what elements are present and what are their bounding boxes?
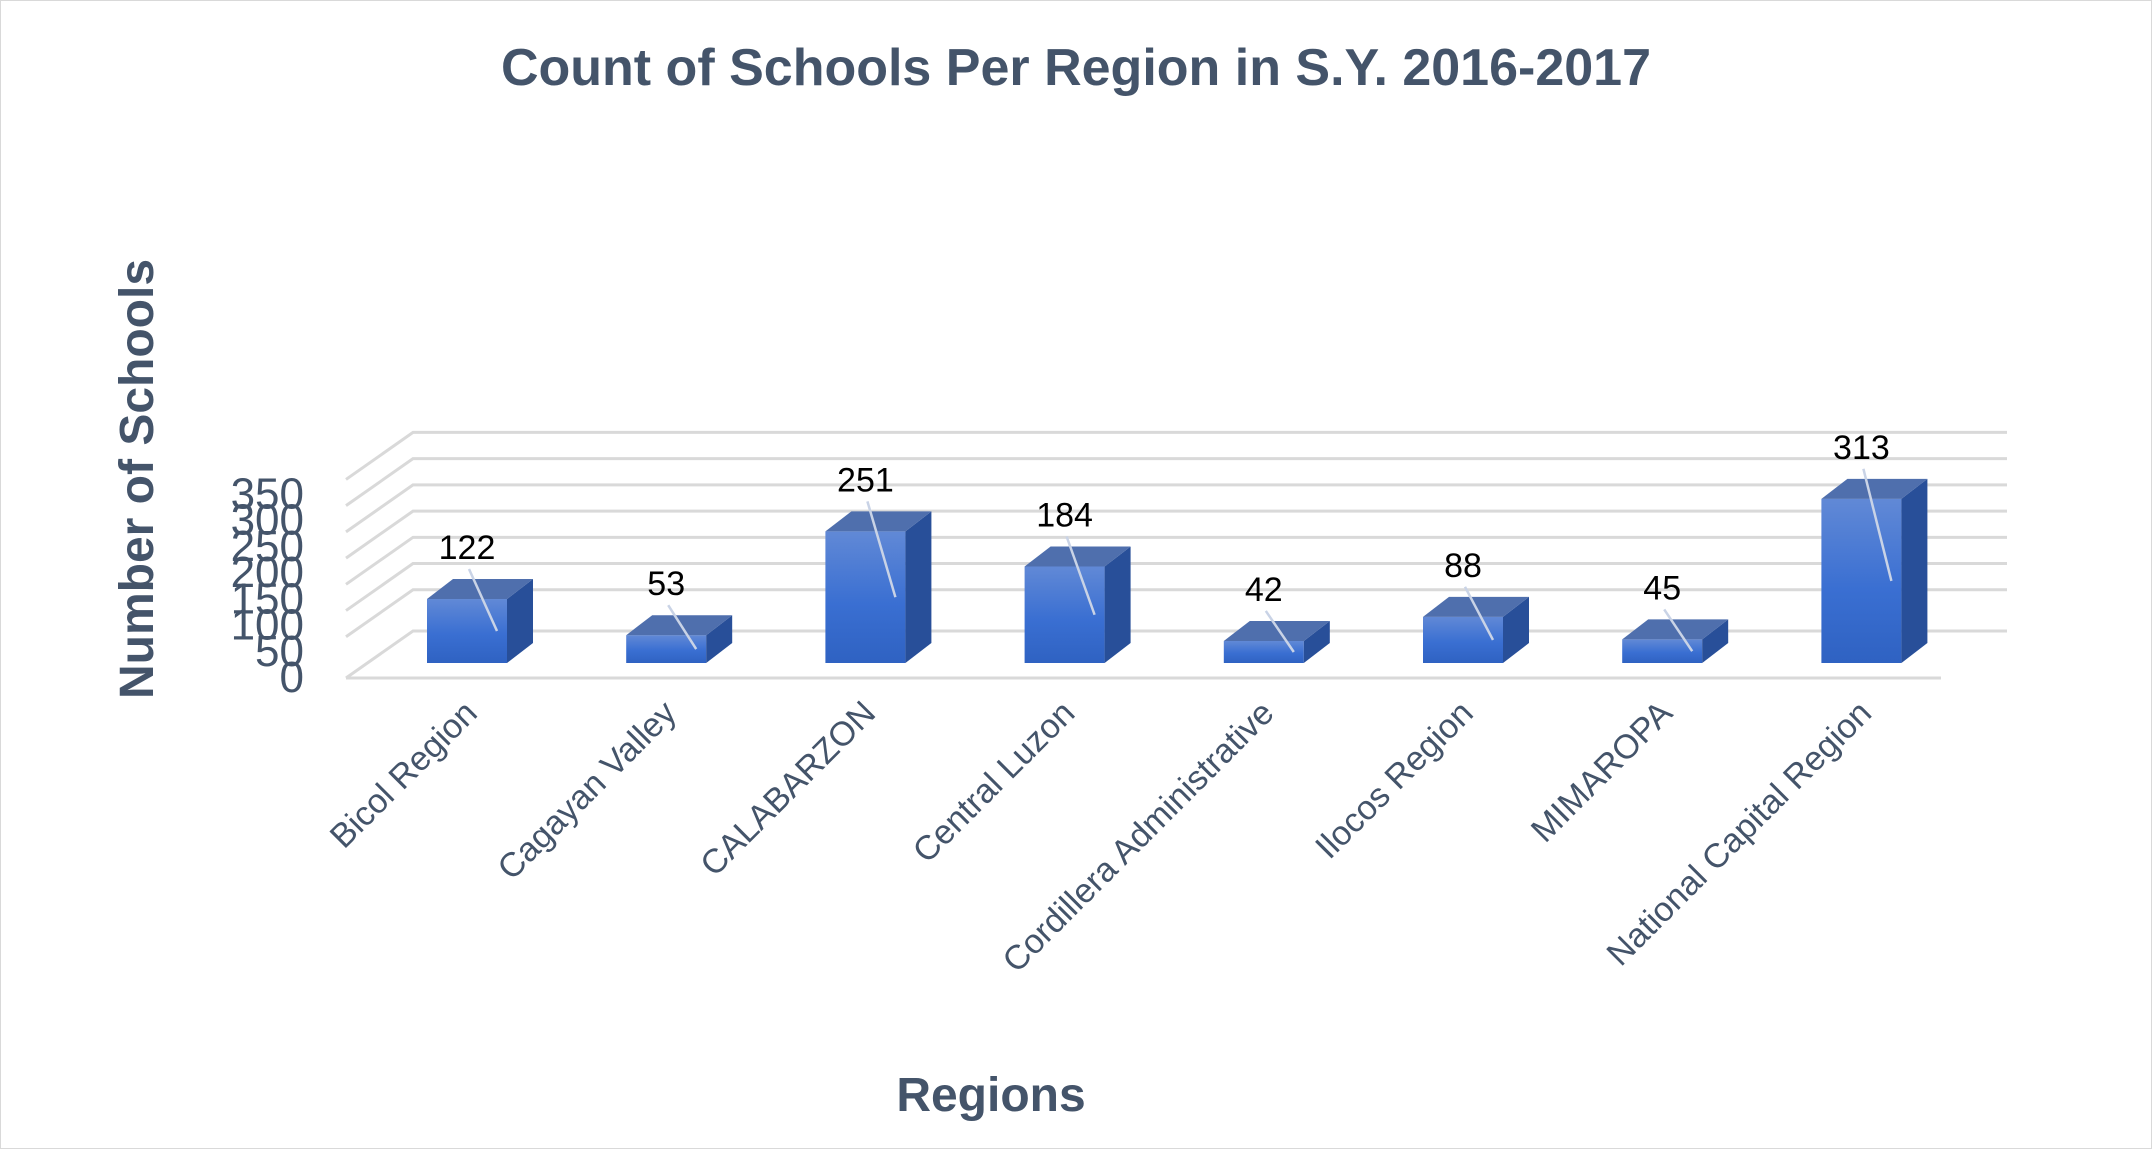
bar bbox=[1622, 619, 1729, 663]
gridline bbox=[345, 588, 2007, 639]
data-labels: 122 53 251 184 42 88 45 313 bbox=[439, 429, 1893, 653]
bar-side bbox=[1702, 619, 1729, 663]
x-tick-label: Cagayan Valley bbox=[490, 694, 683, 887]
data-label: 45 bbox=[1643, 569, 1681, 607]
bar bbox=[626, 615, 733, 663]
gridline bbox=[345, 629, 2007, 680]
bar-side bbox=[1901, 478, 1928, 663]
bar-top bbox=[1223, 620, 1330, 641]
x-tick-label: Ilocos Region bbox=[1308, 694, 1481, 867]
data-label: 53 bbox=[647, 565, 685, 603]
bar-front bbox=[626, 635, 707, 663]
data-label: 251 bbox=[837, 461, 894, 499]
bar bbox=[427, 579, 533, 663]
bar-side bbox=[905, 511, 932, 663]
bar-front bbox=[1622, 639, 1703, 663]
bar bbox=[1223, 620, 1330, 663]
gridline bbox=[345, 457, 2007, 507]
y-tick-label: 250 bbox=[231, 522, 304, 571]
bar-top bbox=[1622, 619, 1729, 640]
bar-front bbox=[1821, 498, 1902, 663]
leader-line bbox=[1663, 608, 1694, 652]
bar bbox=[1821, 478, 1928, 663]
leader-line bbox=[1264, 610, 1295, 653]
bar-side bbox=[1104, 546, 1131, 663]
bars bbox=[427, 478, 1928, 663]
gridline bbox=[345, 430, 2007, 481]
bar-top bbox=[427, 579, 533, 600]
y-tick-label: 200 bbox=[231, 548, 304, 597]
bar-side bbox=[1303, 620, 1330, 663]
gridline bbox=[345, 483, 2007, 534]
bar-side bbox=[507, 579, 533, 663]
y-tick-label: 100 bbox=[231, 601, 304, 650]
bar bbox=[1024, 546, 1131, 663]
leader-line bbox=[667, 604, 698, 650]
bar-front bbox=[427, 599, 507, 663]
x-tick-label: Central Luzon bbox=[906, 694, 1083, 871]
bar-top bbox=[626, 615, 733, 636]
bar-top bbox=[1024, 546, 1131, 567]
data-label: 184 bbox=[1036, 496, 1093, 534]
data-label: 122 bbox=[439, 529, 496, 567]
x-axis-labels: Bicol Region Cagayan Valley CALABARZON Cent… bbox=[323, 694, 1879, 980]
bar-side bbox=[706, 615, 733, 663]
data-label: 88 bbox=[1444, 547, 1482, 585]
bar-front bbox=[1423, 616, 1503, 663]
gridlines bbox=[345, 430, 2007, 680]
y-axis-title: Number of Schools bbox=[111, 259, 164, 699]
y-tick-label: 50 bbox=[255, 627, 304, 676]
bar-side bbox=[1503, 596, 1529, 663]
leader-line bbox=[1065, 536, 1096, 616]
bar-front bbox=[1024, 566, 1105, 663]
y-tick-label: 300 bbox=[231, 496, 304, 545]
x-tick-label: MIMAROPA bbox=[1524, 694, 1680, 850]
leader-line bbox=[866, 500, 897, 598]
gridline bbox=[345, 535, 2007, 586]
chart-title: Count of Schools Per Region in S.Y. 2016… bbox=[501, 39, 1651, 97]
bar-front bbox=[1223, 640, 1304, 663]
x-axis-title: Regions bbox=[896, 1069, 1085, 1122]
leader-line bbox=[1862, 468, 1893, 582]
y-tick-label: 0 bbox=[280, 653, 304, 702]
y-tick-label: 150 bbox=[231, 574, 304, 623]
leader-line bbox=[1463, 586, 1495, 641]
bar-top bbox=[825, 511, 932, 532]
x-tick-label: Bicol Region bbox=[323, 694, 485, 856]
leader-line bbox=[467, 568, 499, 632]
bar-top bbox=[1821, 478, 1928, 499]
gridline bbox=[345, 509, 2007, 560]
data-label: 313 bbox=[1833, 429, 1890, 467]
bar bbox=[825, 511, 932, 663]
bar-front bbox=[825, 531, 906, 663]
gridline bbox=[345, 562, 2007, 612]
data-label: 42 bbox=[1245, 571, 1283, 609]
y-tick-label: 350 bbox=[231, 469, 304, 518]
x-tick-label: CALABARZON bbox=[693, 694, 883, 884]
